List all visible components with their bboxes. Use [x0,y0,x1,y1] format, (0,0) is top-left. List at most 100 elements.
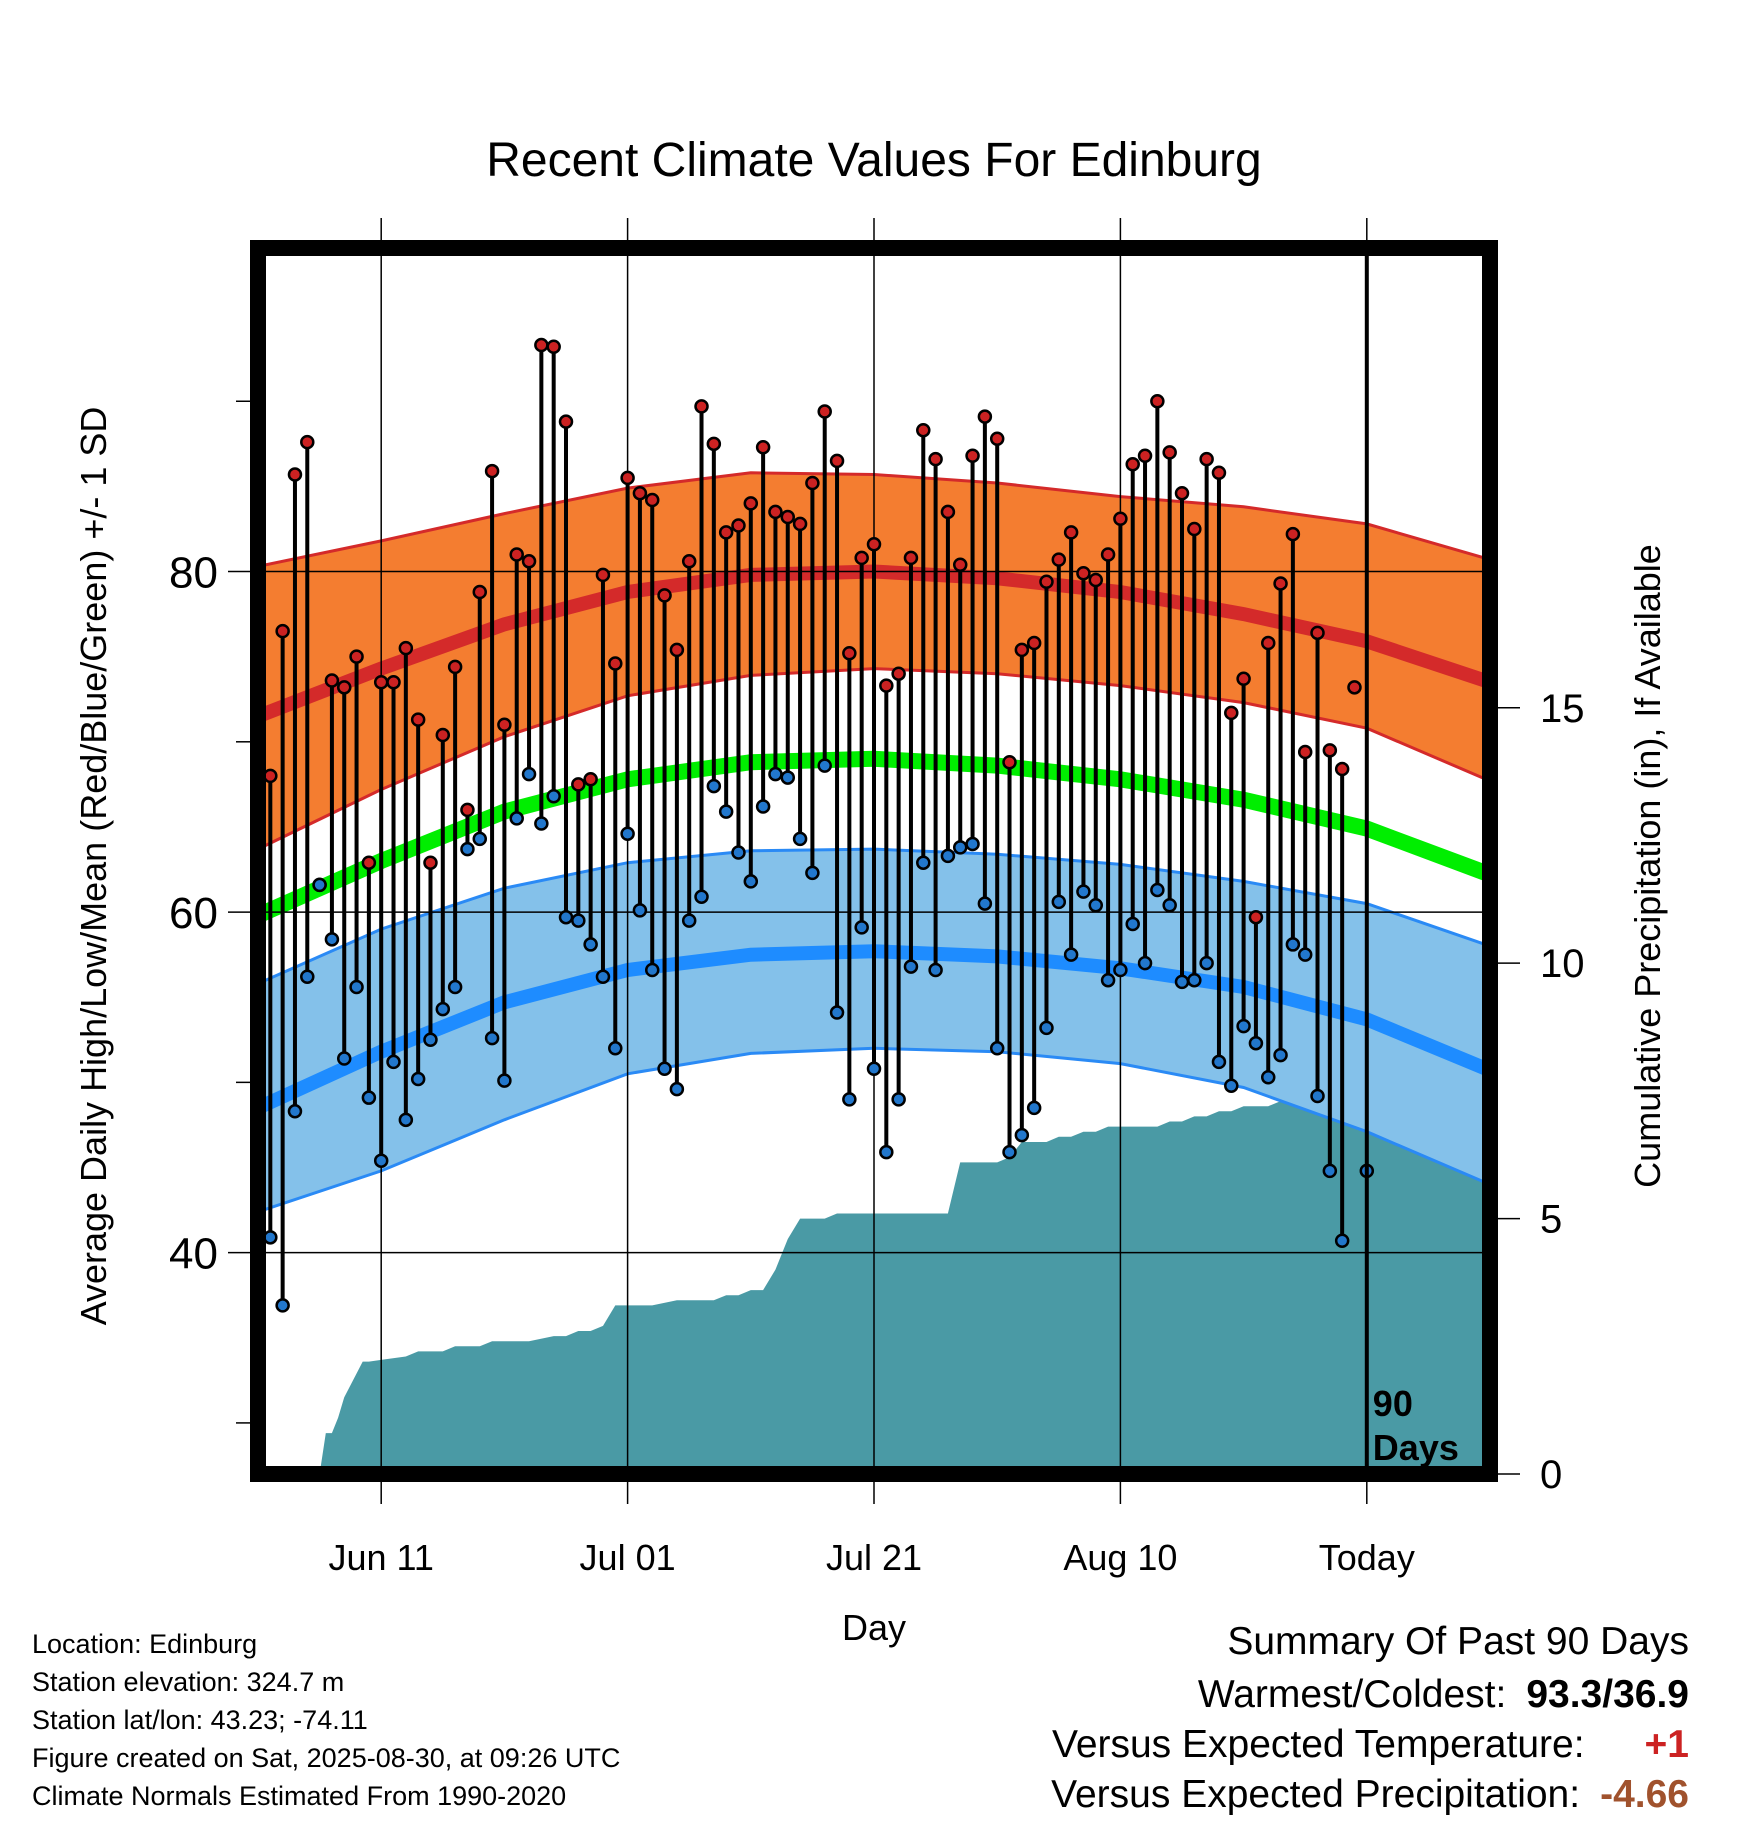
low-point [743,874,759,889]
high-point [386,674,401,690]
high-point [324,673,340,688]
location-text: Location: Edinburg [32,1629,258,1659]
low-point [608,1041,623,1056]
low-point [1150,882,1165,898]
y2-tick-label: 15 [1540,687,1585,731]
summary-title: Summary Of Past 90 Days [1227,1620,1689,1663]
x-tick-label: Jul 21 [826,1537,922,1578]
precip-value: -4.66 [1600,1773,1689,1816]
low-point [287,1104,303,1119]
low-point [1260,1070,1276,1085]
low-point [681,913,697,928]
high-point [1248,909,1264,925]
high-point [768,504,783,520]
high-point [1162,445,1177,460]
high-point [1174,485,1190,501]
low-point [534,816,549,831]
low-point [546,789,561,804]
high-point [669,642,685,658]
plot-frame [250,240,1498,1482]
high-point [977,409,993,424]
high-point [546,339,561,355]
low-point [1014,1127,1030,1143]
low-point [521,766,537,782]
low-point [497,1073,512,1088]
high-point [460,802,475,818]
warm-cold-label: Warmest/Coldest: [1197,1673,1507,1716]
y-axis-label: Average Daily High/Low/Mean (Red/Blue/Gr… [73,407,114,1326]
low-point [903,959,919,974]
high-point [349,649,364,664]
high-point [534,337,549,353]
low-point [1199,955,1214,971]
high-point [1310,625,1325,641]
low-point [1039,1020,1054,1036]
high-point [509,547,524,562]
low-point [484,1030,500,1046]
low-point [792,831,808,847]
low-point [1125,916,1140,932]
low-point [349,979,364,995]
low-point [780,770,796,785]
low-point [1334,1233,1350,1248]
high-point [1002,754,1017,770]
x-axis-label: Day [842,1607,906,1648]
low-point [361,1090,377,1105]
low-point [977,896,993,911]
low-point [718,804,734,819]
high-point [1236,671,1251,687]
low-point [1211,1054,1227,1070]
low-point [644,962,660,978]
high-point [866,537,882,552]
high-point [1199,451,1214,467]
low-point [1113,962,1128,978]
high-point [731,518,746,533]
high-point [287,467,303,482]
high-point [608,656,623,671]
high-point [940,504,956,520]
high-point [497,717,512,733]
high-point [1347,680,1362,695]
low-point [1187,972,1202,988]
low-point [1063,947,1079,962]
high-point [1063,525,1079,540]
high-point [595,567,611,583]
low-point [1174,974,1190,990]
low-point [312,877,327,893]
summary-warm-cold: Warmest/Coldest: 93.3/36.9 [1198,1673,1689,1717]
low-point [1236,1018,1251,1034]
low-point [1002,1144,1017,1160]
low-point [965,836,980,852]
high-point [1026,635,1042,651]
high-point [1297,744,1313,760]
high-point [410,712,426,727]
high-point [1150,394,1165,409]
high-point [1113,511,1128,526]
low-point [435,1001,451,1017]
low-point [324,932,340,947]
low-point [583,937,598,952]
high-point [1137,448,1153,463]
low-point [460,841,475,857]
high-point [398,640,414,656]
low-point [989,1041,1005,1056]
summary-temp: Versus Expected Temperature: +1 [1052,1723,1689,1767]
today-label-count: 90 [1373,1383,1413,1424]
y2-tick-label: 5 [1540,1198,1562,1242]
high-point [1039,574,1054,589]
low-point [1100,972,1116,988]
low-point [558,909,574,925]
high-point [644,492,660,508]
high-point [805,475,820,491]
high-point [447,659,463,675]
low-point [1322,1163,1338,1179]
high-point [965,448,980,463]
summary-precip: Versus Expected Precipitation: -4.66 [1051,1773,1689,1817]
high-point [1187,521,1202,537]
high-point [706,436,722,452]
high-point [694,399,709,414]
high-point [423,855,438,870]
precip-label: Versus Expected Precipitation: [1051,1773,1581,1816]
low-point [1137,955,1153,971]
